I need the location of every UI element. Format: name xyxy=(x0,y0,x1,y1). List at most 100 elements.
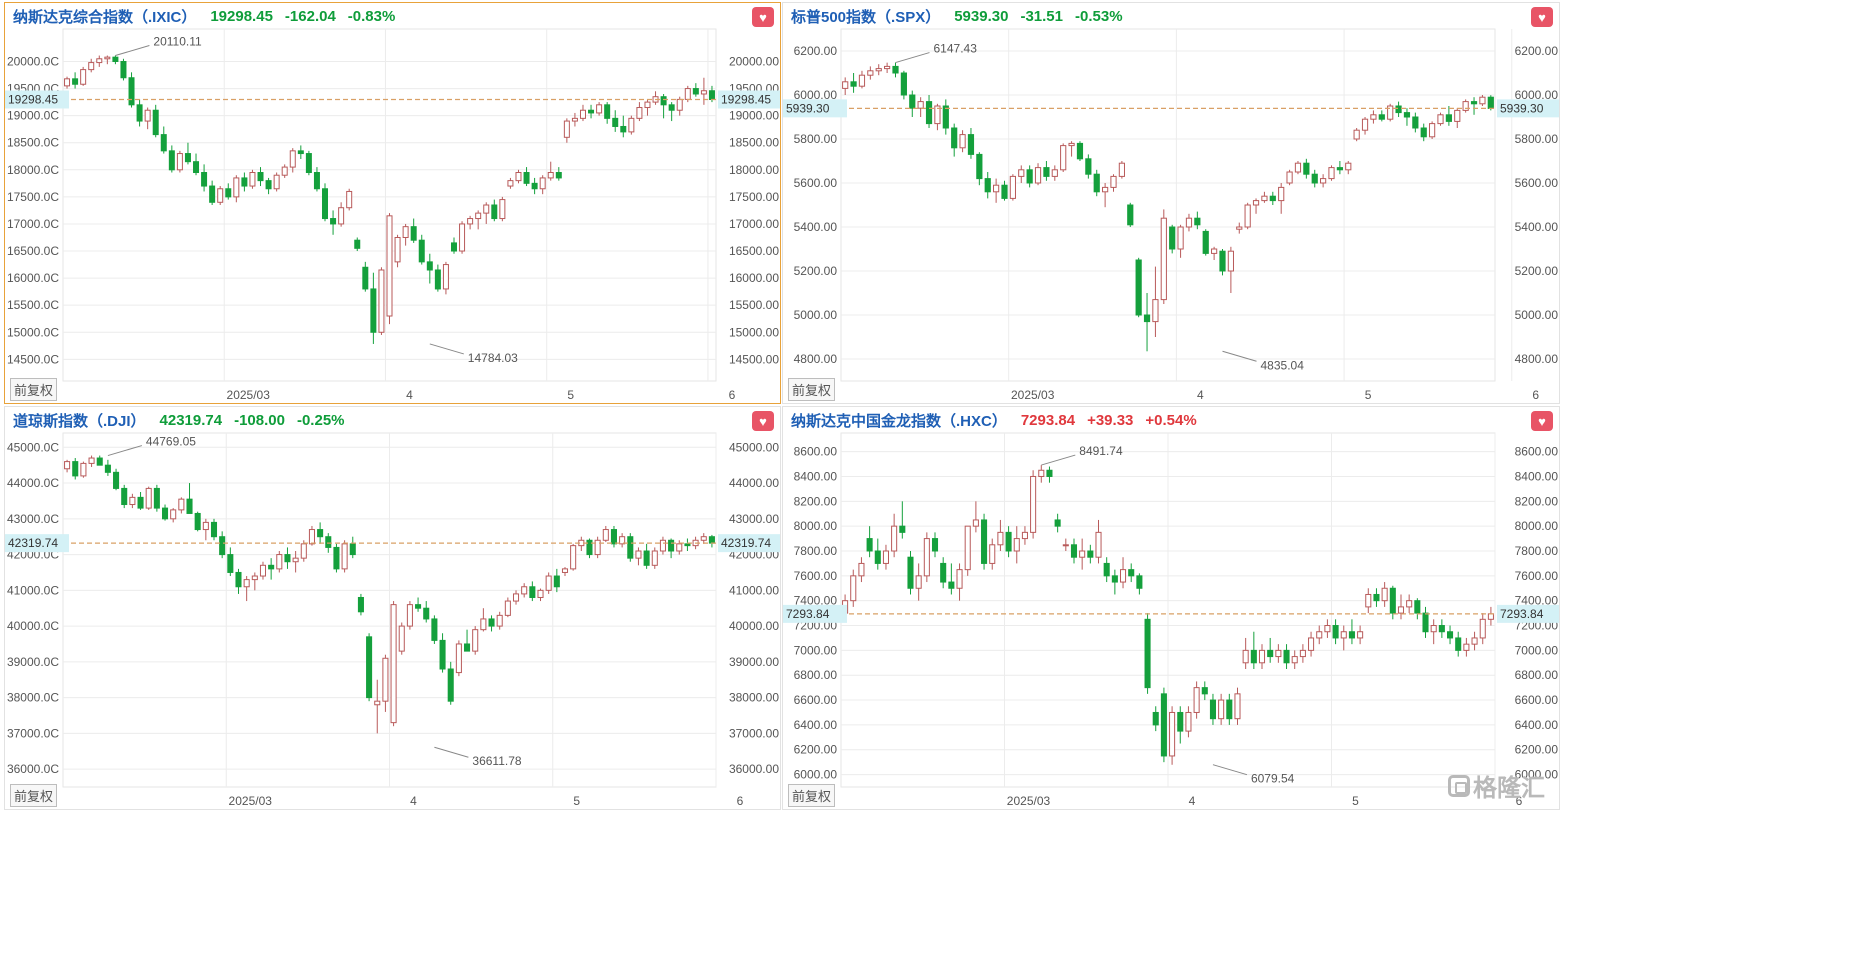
index-name[interactable]: 标普500指数（.SPX） xyxy=(791,8,941,26)
candlestick-chart[interactable]: 4800.00 4800.00 5000.00 5000.00 5200.00 5200.… xyxy=(783,3,1560,404)
candle-up xyxy=(88,62,95,71)
index-name[interactable]: 纳斯达克中国金龙指数（.HXC） xyxy=(791,412,1007,430)
candle-down xyxy=(450,242,457,252)
candle-down xyxy=(1087,550,1094,558)
candle-up xyxy=(515,172,522,182)
candlestick-chart[interactable]: 14500.0C 14500.00 15000.0C 15000.00 15500.0C… xyxy=(5,3,781,404)
favorite-heart-icon[interactable]: ♥ xyxy=(1531,411,1553,431)
candle-down xyxy=(431,618,438,641)
favorite-heart-icon[interactable]: ♥ xyxy=(752,7,774,27)
index-value: 5939.30 xyxy=(954,7,1009,25)
y-tick-label-right: 17500.00 xyxy=(729,190,779,204)
favorite-heart-icon[interactable]: ♥ xyxy=(1531,7,1553,27)
candle-up xyxy=(1038,469,1045,477)
y-tick-label-right: 15500.00 xyxy=(729,298,779,312)
y-tick-label-right: 5200.00 xyxy=(1515,264,1559,278)
candle-down xyxy=(708,536,715,544)
annotation-leader xyxy=(434,746,469,758)
candle-up xyxy=(1051,169,1058,177)
candle-up xyxy=(64,78,71,87)
chart-panel-spx[interactable]: 标普500指数（.SPX） 5939.30 -31.51 -0.53% ♥ 48… xyxy=(782,2,1560,404)
y-tick-label-left: 5200.00 xyxy=(794,264,838,278)
annotation-leader xyxy=(1222,350,1257,362)
candle-up xyxy=(382,657,389,702)
candle-down xyxy=(1487,96,1494,109)
candle-down xyxy=(660,96,667,106)
candle-up xyxy=(480,618,487,631)
candle-up xyxy=(338,207,345,225)
candle-up xyxy=(1244,204,1251,228)
candle-up xyxy=(875,68,882,72)
candle-up xyxy=(1152,299,1159,323)
candle-up xyxy=(521,586,528,595)
candle-up xyxy=(867,70,874,76)
y-tick-label-right: 18500.00 xyxy=(729,136,779,150)
y-tick-label-right: 4800.00 xyxy=(1515,352,1559,366)
candlestick-chart[interactable]: 36000.0C 36000.00 37000.0C 37000.00 38000.0C… xyxy=(5,407,781,810)
x-tick-label: 5 xyxy=(1352,794,1359,808)
candle-up xyxy=(1193,687,1200,713)
favorite-heart-icon[interactable]: ♥ xyxy=(752,411,774,431)
price-adjust-button[interactable]: 前复权 xyxy=(788,784,836,807)
y-tick-label-left: 19000.0C xyxy=(7,109,59,123)
candle-down xyxy=(892,65,899,74)
candle-down xyxy=(464,643,471,652)
candle-up xyxy=(1160,217,1167,301)
price-adjust-button[interactable]: 前复权 xyxy=(10,784,58,807)
extreme-value-label: 20110.11 xyxy=(153,35,202,49)
price-adjust-button[interactable]: 前复权 xyxy=(10,378,58,401)
y-tick-label-left: 6400.00 xyxy=(794,718,838,732)
candle-up xyxy=(1018,169,1025,177)
last-price-box-right xyxy=(718,90,780,109)
chart-panel-hxc[interactable]: 纳斯达克中国金龙指数（.HXC） 7293.84 +39.33 +0.54% ♥… xyxy=(782,406,1560,810)
candle-up xyxy=(1406,600,1413,608)
candle-up xyxy=(1429,123,1436,138)
candle-up xyxy=(496,614,503,627)
candle-up xyxy=(504,600,511,616)
last-price-box-left xyxy=(5,534,69,553)
candle-down xyxy=(1269,195,1276,202)
candle-down xyxy=(1201,687,1208,695)
candle-down xyxy=(1420,127,1427,138)
candle-down xyxy=(209,185,216,203)
candle-up xyxy=(1236,226,1243,230)
index-change-percent: -0.25% xyxy=(296,411,345,429)
candle-down xyxy=(1389,587,1396,614)
candle-down xyxy=(1103,562,1110,577)
candle-up xyxy=(989,544,996,564)
candle-up xyxy=(596,104,603,114)
candle-down xyxy=(643,550,650,566)
y-tick-label-right: 8600.00 xyxy=(1515,445,1559,459)
candle-up xyxy=(1218,699,1225,720)
price-adjust-button[interactable]: 前复权 xyxy=(788,378,836,401)
candle-up xyxy=(842,81,849,89)
panel-header: 纳斯达克综合指数（.IXIC） 19298.45 -162.04 -0.83% xyxy=(5,3,780,29)
candle-up xyxy=(1320,178,1327,184)
candle-down xyxy=(1194,217,1201,226)
candle-up xyxy=(170,509,177,520)
candle-down xyxy=(136,104,143,122)
candle-up xyxy=(1118,162,1125,177)
y-tick-label-right: 43000.00 xyxy=(729,512,779,526)
candle-up xyxy=(636,107,643,119)
candle-up xyxy=(80,462,87,477)
chart-panel-ixic[interactable]: 纳斯达克综合指数（.IXIC） 19298.45 -162.04 -0.83% … xyxy=(4,2,781,404)
y-tick-label-left: 5000.00 xyxy=(794,308,838,322)
y-tick-label-left: 5800.00 xyxy=(794,132,838,146)
candlestick-chart[interactable]: 6000.00 6000.00 6200.00 6200.00 6400.00 6400.… xyxy=(783,407,1560,810)
candle-down xyxy=(610,529,617,545)
annotation-leader xyxy=(107,445,143,457)
y-tick-label-right: 5000.00 xyxy=(1515,308,1559,322)
candle-up xyxy=(1095,531,1102,558)
index-name[interactable]: 道琼斯指数（.DJI） xyxy=(13,412,146,430)
index-name[interactable]: 纳斯达克综合指数（.IXIC） xyxy=(13,8,197,26)
candle-down xyxy=(1283,649,1290,664)
candle-up xyxy=(394,236,401,263)
watermark: 格隆汇 xyxy=(1448,768,1545,803)
candle-down xyxy=(1373,593,1380,602)
chart-panel-dji[interactable]: 道琼斯指数（.DJI） 42319.74 -108.00 -0.25% ♥ 36… xyxy=(4,406,781,810)
candle-down xyxy=(418,239,425,263)
y-tick-label-left: 8200.00 xyxy=(794,494,838,508)
candle-up xyxy=(1381,587,1388,602)
candle-down xyxy=(153,487,160,509)
